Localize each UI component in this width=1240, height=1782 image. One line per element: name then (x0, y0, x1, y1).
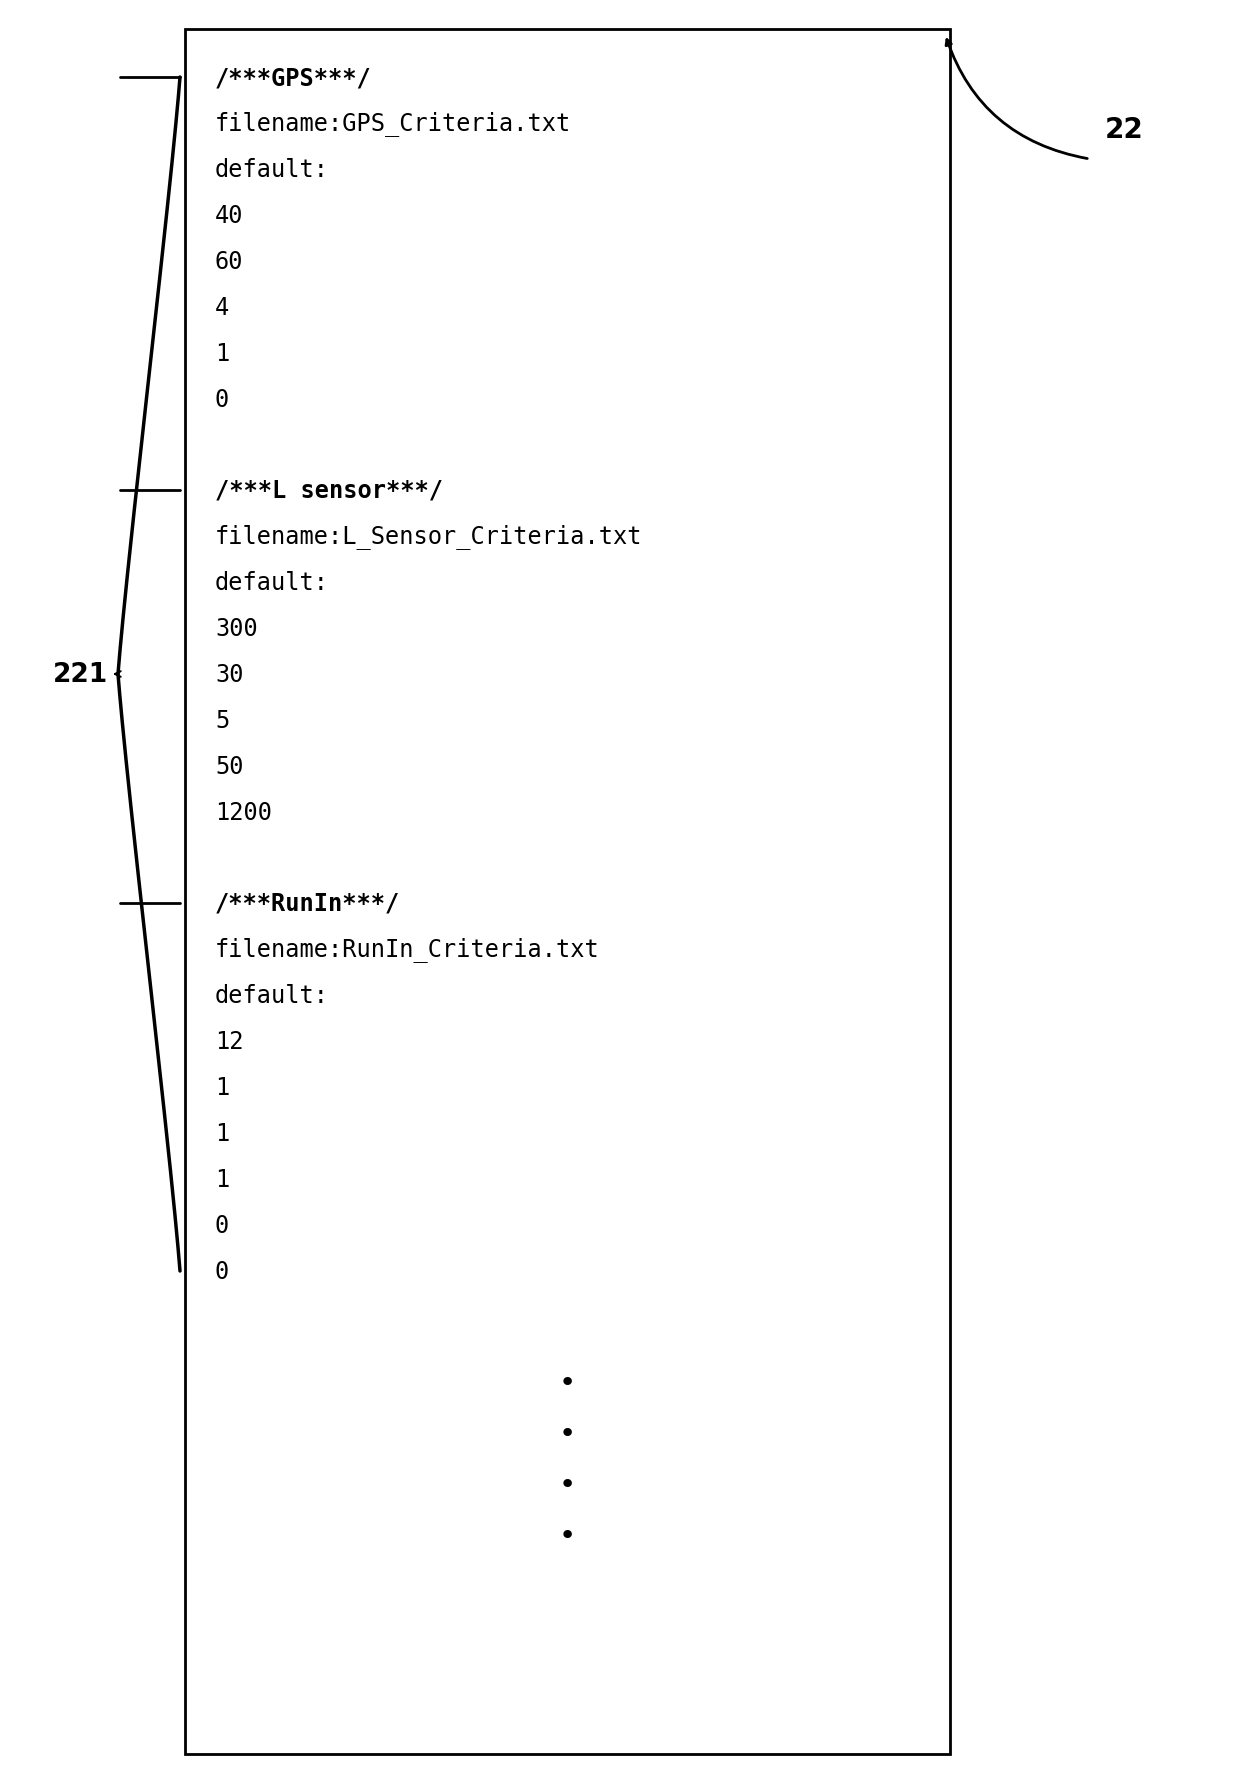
Text: 1: 1 (215, 1075, 229, 1099)
Text: default:: default: (215, 570, 329, 595)
Text: /***GPS***/: /***GPS***/ (215, 66, 372, 89)
Text: 60: 60 (215, 249, 243, 274)
Text: •: • (559, 1418, 577, 1447)
Text: •: • (559, 1470, 577, 1499)
Text: filename:RunIn_Criteria.txt: filename:RunIn_Criteria.txt (215, 937, 600, 962)
Text: 300: 300 (215, 617, 258, 642)
Text: default:: default: (215, 984, 329, 1007)
Text: 5: 5 (215, 709, 229, 732)
Bar (185, 30, 950, 1753)
Text: 12: 12 (215, 1030, 243, 1053)
Text: 4: 4 (215, 296, 229, 319)
Text: filename:GPS_Criteria.txt: filename:GPS_Criteria.txt (215, 112, 572, 137)
Text: /***RunIn***/: /***RunIn***/ (215, 891, 401, 916)
Text: •: • (559, 1369, 577, 1397)
Text: default:: default: (215, 159, 329, 182)
Text: filename:L_Sensor_Criteria.txt: filename:L_Sensor_Criteria.txt (215, 524, 642, 549)
Text: 1: 1 (215, 1167, 229, 1192)
Text: 1: 1 (215, 1121, 229, 1146)
Text: •: • (559, 1522, 577, 1549)
Text: 0: 0 (215, 1214, 229, 1237)
Text: 0: 0 (215, 388, 229, 412)
Text: 40: 40 (215, 203, 243, 228)
Text: 1: 1 (215, 342, 229, 365)
Text: /***L sensor***/: /***L sensor***/ (215, 479, 443, 503)
Text: 22: 22 (1105, 116, 1143, 144)
Text: 221: 221 (53, 661, 108, 688)
Text: 1200: 1200 (215, 800, 272, 825)
Text: 50: 50 (215, 754, 243, 779)
Text: 0: 0 (215, 1260, 229, 1283)
Text: 30: 30 (215, 663, 243, 686)
